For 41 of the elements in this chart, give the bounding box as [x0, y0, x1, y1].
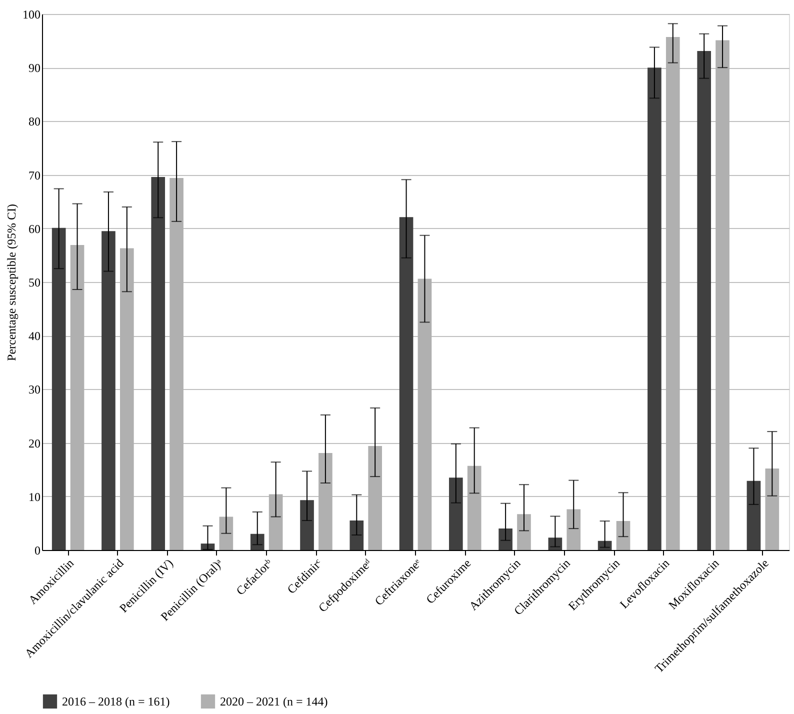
legend-label: 2020 – 2021 (n = 144): [220, 694, 328, 708]
bar: [368, 446, 382, 550]
bar: [467, 466, 482, 550]
bar: [300, 500, 314, 550]
legend-label: 2016 – 2018 (n = 161): [62, 694, 170, 708]
bar: [648, 68, 662, 550]
bar: [666, 37, 680, 550]
bar: [449, 478, 463, 550]
bar: [616, 521, 630, 550]
y-tick-label: 60: [28, 222, 40, 236]
bar: [498, 528, 512, 550]
y-tick-label: 70: [28, 168, 40, 182]
bar: [219, 516, 234, 550]
bar: [120, 248, 134, 550]
bar: [250, 534, 264, 550]
y-tick-label: 50: [28, 276, 40, 290]
bar: [268, 494, 283, 550]
y-axis-title: Percentage susceptible (95% CI): [4, 204, 18, 361]
bar: [399, 217, 414, 550]
y-tick-label: 100: [22, 8, 40, 22]
bar: [418, 278, 432, 550]
bar: [318, 452, 332, 550]
y-tick-label: 40: [28, 329, 40, 344]
bar: [716, 40, 730, 550]
bar: [52, 228, 66, 550]
bar: [102, 231, 116, 550]
y-tick-label: 30: [28, 382, 40, 397]
bar: [350, 520, 364, 550]
y-tick-label: 90: [28, 61, 40, 76]
bar: [151, 176, 166, 550]
y-tick-label: 10: [28, 490, 40, 504]
bar: [697, 50, 712, 550]
bar: [517, 514, 531, 550]
bar: [70, 245, 84, 550]
bar: [765, 468, 780, 550]
y-tick-label: 0: [34, 544, 40, 558]
y-tick-label: 80: [28, 114, 40, 129]
bar: [746, 480, 761, 550]
bar: [170, 178, 184, 550]
bar: [566, 509, 581, 550]
y-tick-label: 20: [28, 436, 40, 450]
